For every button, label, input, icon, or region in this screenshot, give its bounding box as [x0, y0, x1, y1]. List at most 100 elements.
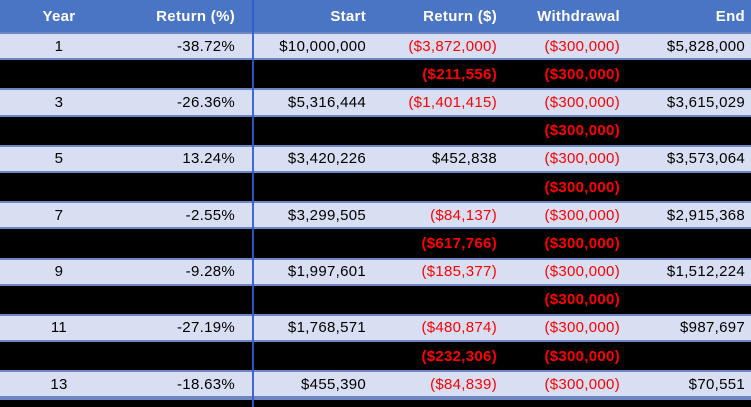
- cell-return-pct: -27.19%: [177, 319, 235, 337]
- table-row-redacted-year-8: ($617,766) ($300,000): [0, 229, 751, 258]
- cell-start-redacted: [253, 173, 378, 201]
- cell-return-usd: ($617,766): [421, 234, 497, 252]
- cell-start: $1,997,601: [287, 263, 366, 281]
- cell-end: $3,615,029: [666, 93, 745, 111]
- cell-start: $3,299,505: [287, 206, 366, 224]
- cell-return-pct: -9.28%: [185, 263, 235, 281]
- cell-withdrawal: ($300,000): [544, 347, 620, 365]
- cell-return-pct-redacted: [118, 60, 253, 88]
- cell-return-usd: ($480,874): [421, 319, 497, 337]
- table-header-row: Year Return (%) Start Return ($) Withdra…: [0, 0, 751, 32]
- table-row-redacted-year-6: ($300,000): [0, 172, 751, 202]
- cell-withdrawal: ($300,000): [544, 206, 620, 224]
- cell-withdrawal: ($300,000): [544, 65, 620, 83]
- cell-year-redacted: [0, 286, 118, 314]
- cell-start-redacted: [253, 342, 378, 370]
- cell-year-redacted: [0, 173, 118, 201]
- table-row-redacted-year-12: ($232,306) ($300,000): [0, 342, 751, 371]
- cell-withdrawal: ($300,000): [544, 234, 620, 252]
- table-row-year-11: 11 -27.19% $1,768,571 ($480,874) ($300,0…: [0, 313, 751, 343]
- cell-end-redacted: [628, 173, 751, 201]
- cell-return-pct: -26.36%: [177, 93, 235, 111]
- cell-start-redacted: [253, 286, 378, 314]
- cell-end: $2,915,368: [666, 206, 745, 224]
- cell-withdrawal: ($300,000): [544, 178, 620, 196]
- cell-end-redacted: [628, 286, 751, 314]
- cell-start-redacted: [253, 60, 378, 88]
- cell-end-redacted: [628, 117, 751, 145]
- cell-withdrawal: ($300,000): [544, 150, 620, 168]
- table-row-redacted-year-2: ($211,556) ($300,000): [0, 60, 751, 89]
- cell-return-usd: ($1,401,415): [408, 93, 497, 111]
- cell-start-redacted: [253, 229, 378, 257]
- table-row-year-13: 13 -18.63% $455,390 ($84,839) ($300,000)…: [0, 370, 751, 399]
- table-row-redacted-year-10: ($300,000): [0, 285, 751, 314]
- cell-return-pct-redacted: [118, 342, 253, 370]
- cell-start: $3,420,226: [287, 150, 366, 168]
- cell-withdrawal: ($300,000): [544, 263, 620, 281]
- cell-return-usd: $452,838: [432, 150, 497, 168]
- cell-return-pct: -2.55%: [185, 206, 235, 224]
- cell-start: $455,390: [301, 375, 366, 393]
- cell-return-usd: ($84,839): [430, 375, 497, 393]
- table-row-year-1: 1 -38.72% $10,000,000 ($3,872,000) ($300…: [0, 32, 751, 61]
- cell-year: 1: [54, 37, 64, 55]
- cell-start: $10,000,000: [279, 37, 366, 55]
- cell-start-redacted: [253, 117, 378, 145]
- cell-end: $1,512,224: [666, 263, 745, 281]
- cell-end: $5,828,000: [666, 37, 745, 55]
- cell-year: 5: [54, 150, 64, 168]
- cell-withdrawal: ($300,000): [544, 375, 620, 393]
- cell-return-usd-redacted: [378, 173, 503, 201]
- cell-return-pct: 13.24%: [182, 150, 235, 168]
- cell-year: 11: [50, 319, 68, 337]
- table-row-year-3: 3 -26.36% $5,316,444 ($1,401,415) ($300,…: [0, 88, 751, 117]
- cell-return-usd: ($185,377): [421, 263, 497, 281]
- cell-end-redacted: [628, 229, 751, 257]
- column-header-end: End: [715, 7, 745, 25]
- cell-year: 7: [54, 206, 64, 224]
- cell-end: $3,573,064: [666, 150, 745, 168]
- cell-return-pct-redacted: [118, 229, 253, 257]
- cell-withdrawal: ($300,000): [544, 291, 620, 309]
- cell-return-pct-redacted: [118, 117, 253, 145]
- cell-year-redacted: [0, 117, 118, 145]
- cell-end: $70,551: [688, 375, 745, 393]
- cell-return-usd: ($3,872,000): [408, 37, 497, 55]
- table-row-year-5: 5 13.24% $3,420,226 $452,838 ($300,000) …: [0, 144, 751, 173]
- cell-return-usd: ($232,306): [421, 347, 497, 365]
- cell-return-usd: ($211,556): [422, 65, 497, 83]
- column-header-return-pct: Return (%): [156, 7, 235, 25]
- cell-withdrawal: ($300,000): [544, 319, 620, 337]
- cell-year: 13: [50, 375, 68, 393]
- cell-start: $1,768,571: [287, 319, 366, 337]
- cell-year: 3: [54, 93, 64, 111]
- column-header-return-usd: Return ($): [423, 7, 497, 25]
- cell-start: $5,316,444: [287, 93, 366, 111]
- column-header-start: Start: [330, 7, 366, 25]
- cell-withdrawal: ($300,000): [544, 37, 620, 55]
- cell-return-usd: ($84,137): [430, 206, 497, 224]
- table-row-redacted-year-14-partial: [0, 398, 751, 407]
- cell-return-usd-redacted: [378, 286, 503, 314]
- cell-return-pct-redacted: [118, 286, 253, 314]
- cell-year: 9: [54, 263, 64, 281]
- cell-withdrawal: ($300,000): [544, 93, 620, 111]
- column-header-year: Year: [42, 7, 76, 25]
- cell-return-pct: -18.63%: [177, 375, 235, 393]
- cell-end-redacted: [628, 342, 751, 370]
- cell-end-redacted: [628, 60, 751, 88]
- cell-return-pct: -38.72%: [177, 37, 235, 55]
- cell-withdrawal: ($300,000): [544, 122, 620, 140]
- column-header-withdrawal: Withdrawal: [537, 7, 620, 25]
- cell-year-redacted: [0, 229, 118, 257]
- cell-end: $987,697: [680, 319, 745, 337]
- cell-year-redacted: [0, 60, 118, 88]
- cell-year-redacted: [0, 342, 118, 370]
- cell-return-usd-redacted: [378, 117, 503, 145]
- table-row-year-9: 9 -9.28% $1,997,601 ($185,377) ($300,000…: [0, 257, 751, 286]
- table-row-year-7: 7 -2.55% $3,299,505 ($84,137) ($300,000)…: [0, 201, 751, 230]
- cell-return-pct-redacted: [118, 173, 253, 201]
- table-row-redacted-year-4: ($300,000): [0, 116, 751, 145]
